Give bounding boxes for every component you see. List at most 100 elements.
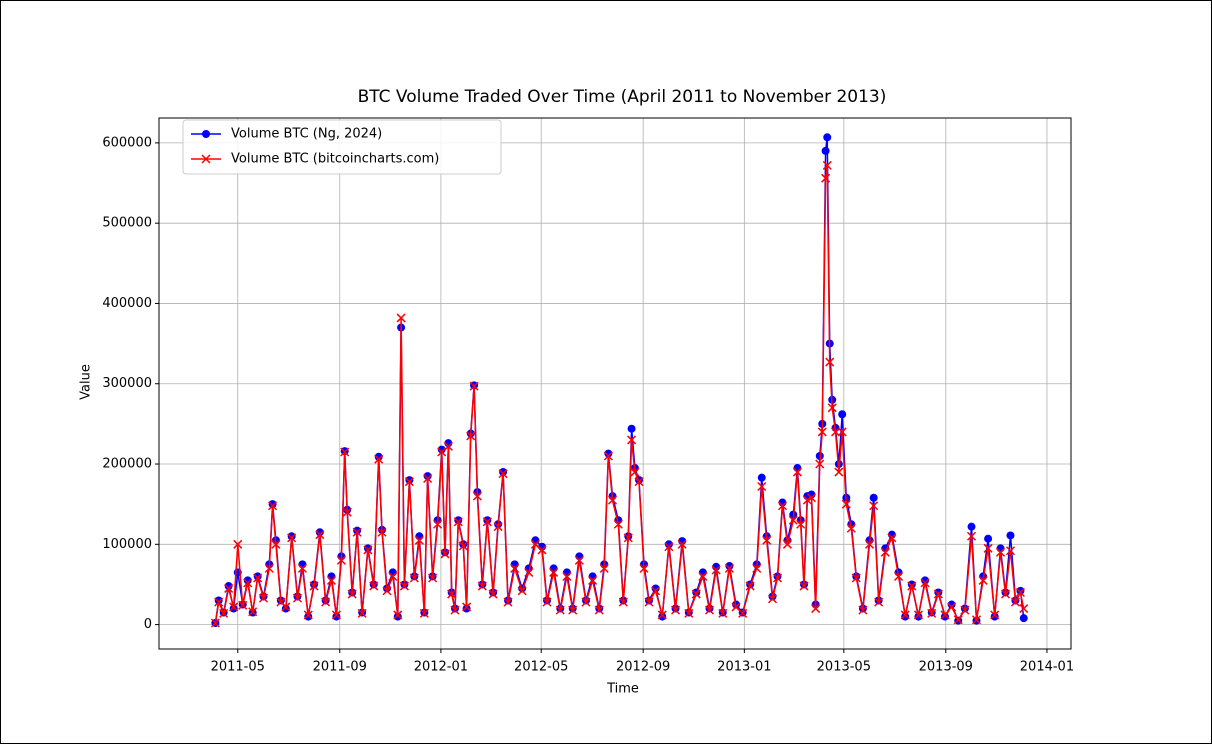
marker <box>321 597 331 607</box>
marker <box>718 608 728 618</box>
x-tick-label: 2012-09 <box>616 660 670 675</box>
marker <box>396 313 406 323</box>
marker <box>405 476 414 485</box>
y-tick-label: 300000 <box>102 376 152 391</box>
marker <box>834 467 844 477</box>
y-tick-label: 0 <box>144 617 152 632</box>
marker <box>914 612 923 621</box>
marker <box>607 495 618 505</box>
marker <box>549 564 558 573</box>
marker <box>466 431 476 441</box>
marker <box>472 491 482 501</box>
legend-marker <box>201 154 211 164</box>
marker <box>907 581 917 591</box>
marker <box>264 563 274 573</box>
marker <box>503 597 513 607</box>
marker <box>575 552 584 561</box>
marker <box>827 403 837 413</box>
marker <box>568 605 578 615</box>
marker <box>517 586 527 596</box>
marker <box>1019 614 1028 623</box>
marker <box>817 427 827 437</box>
marker <box>613 519 623 529</box>
legend-label: Volume BTC (bitcoincharts.com) <box>231 152 439 167</box>
marker <box>1010 597 1020 607</box>
marker <box>966 531 977 541</box>
plot-frame <box>158 117 1072 650</box>
marker <box>1000 589 1011 599</box>
marker <box>409 573 419 583</box>
x-tick-label: 2013-05 <box>817 660 871 675</box>
marker <box>815 459 825 469</box>
x-tick-label: 2011-09 <box>313 660 367 675</box>
marker <box>772 573 783 583</box>
marker <box>913 610 923 620</box>
marker <box>947 602 957 612</box>
marker <box>287 533 297 543</box>
marker <box>651 584 660 593</box>
marker <box>960 605 970 615</box>
marker <box>219 608 229 618</box>
marker <box>782 539 792 549</box>
marker <box>433 519 443 529</box>
marker <box>921 576 930 585</box>
marker <box>677 539 687 549</box>
marker <box>374 452 383 461</box>
marker <box>326 575 336 585</box>
marker <box>846 523 856 533</box>
marker <box>482 517 492 527</box>
marker <box>562 568 571 577</box>
marker <box>858 605 868 615</box>
marker <box>825 357 835 367</box>
marker <box>347 589 357 599</box>
marker <box>841 499 851 509</box>
marker <box>627 435 637 445</box>
marker <box>792 467 802 477</box>
marker <box>524 567 534 577</box>
marker <box>488 589 498 599</box>
series-line <box>214 165 1025 624</box>
marker <box>627 424 636 433</box>
marker <box>838 410 847 419</box>
marker <box>292 593 302 603</box>
marker <box>777 501 788 511</box>
marker <box>493 522 503 532</box>
marker <box>639 563 649 573</box>
marker <box>549 567 559 577</box>
chart-title: BTC Volume Traded Over Time (April 2011 … <box>358 87 887 107</box>
marker <box>793 464 802 473</box>
marker <box>644 597 654 607</box>
marker <box>821 146 830 155</box>
marker <box>990 610 1000 620</box>
y-tick-label: 400000 <box>102 296 152 311</box>
marker <box>340 447 350 457</box>
marker <box>788 515 798 525</box>
marker <box>224 583 234 593</box>
marker <box>510 563 520 573</box>
legend-marker <box>202 130 210 138</box>
marker <box>604 449 613 458</box>
marker <box>1005 546 1016 556</box>
y-tick-label: 200000 <box>102 457 152 472</box>
y-axis-label: Value <box>79 364 94 400</box>
marker <box>851 573 861 583</box>
marker <box>869 493 878 502</box>
y-tick-label: 100000 <box>102 537 152 552</box>
marker <box>599 563 609 573</box>
marker <box>1015 587 1025 598</box>
marker <box>537 545 547 555</box>
marker <box>874 597 884 607</box>
marker <box>978 575 988 585</box>
marker <box>658 612 667 621</box>
marker <box>363 544 372 553</box>
marker <box>469 381 479 391</box>
marker <box>711 565 721 575</box>
marker <box>419 608 429 618</box>
marker <box>415 532 424 541</box>
marker <box>920 578 930 588</box>
marker <box>243 578 253 588</box>
marker <box>393 610 403 620</box>
marker <box>453 517 463 527</box>
